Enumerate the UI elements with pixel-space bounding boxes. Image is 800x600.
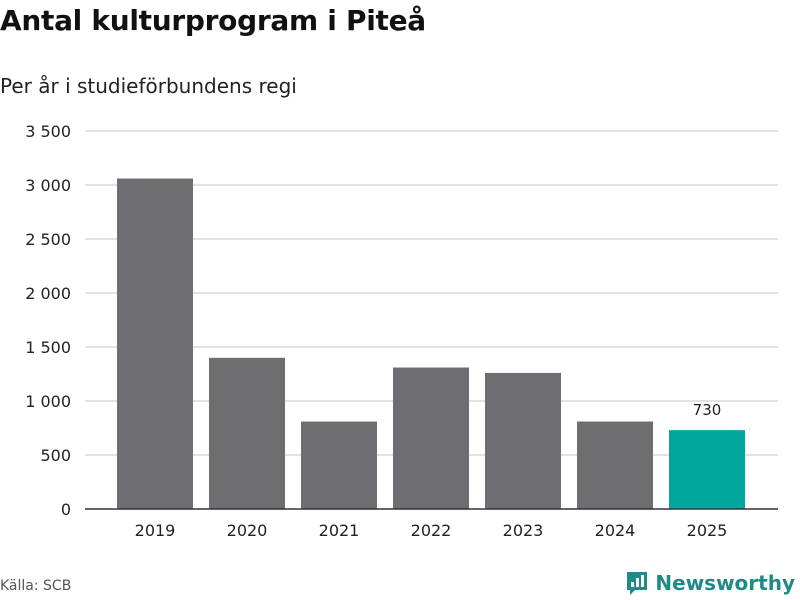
y-axis-labels: 0 500 1 000 1 500 2 000 2 500 3 000 3 500 [25,122,71,519]
x-tick-label: 2022 [411,521,452,540]
chart-subtitle: Per år i studieförbundens regi [0,74,297,98]
y-tick-label: 2 000 [25,284,71,303]
bars [117,178,745,509]
y-tick-label: 500 [40,446,71,465]
chart-title: Antal kulturprogram i Piteå [0,4,426,37]
bar-2025 [669,430,745,509]
source-note: Källa: SCB [0,578,72,594]
bar-2024 [577,421,653,509]
x-axis-labels: 2019 2020 2021 2022 2023 2024 2025 [135,521,728,540]
bar-2023 [485,372,561,509]
bar-2019 [117,178,193,509]
x-tick-label: 2019 [135,521,176,540]
x-tick-label: 2025 [687,521,728,540]
y-tick-label: 0 [61,500,71,519]
y-tick-label: 1 500 [25,338,71,357]
y-tick-label: 3 000 [25,176,71,195]
x-tick-label: 2020 [227,521,268,540]
bar-2020 [209,357,285,509]
x-tick-label: 2023 [503,521,544,540]
bar-2021 [301,421,377,509]
y-tick-label: 3 500 [25,122,71,141]
bar-2022 [393,367,469,509]
y-tick-label: 1 000 [25,392,71,411]
gridlines [85,130,778,456]
data-label: 730 [693,401,722,419]
brand-logo: Newsworthy [625,570,795,596]
data-labels: 730 [693,401,722,419]
x-tick-label: 2024 [595,521,636,540]
brand-name: Newsworthy [655,571,795,595]
y-tick-label: 2 500 [25,230,71,249]
newsworthy-logo-icon [627,572,648,595]
x-tick-label: 2021 [319,521,360,540]
